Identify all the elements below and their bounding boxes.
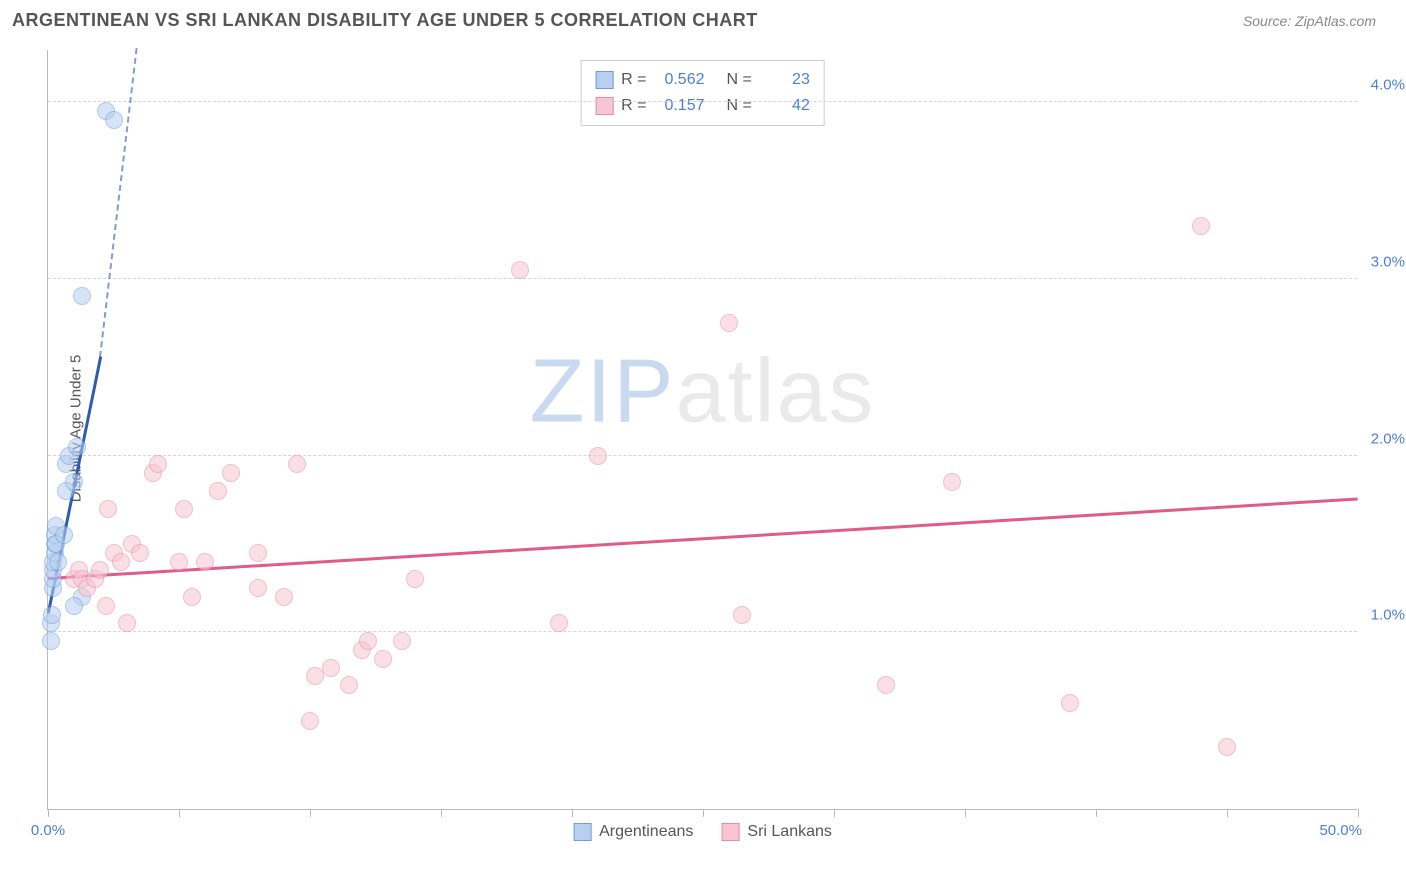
data-point — [322, 659, 340, 677]
legend-item: Argentineans — [573, 823, 693, 841]
x-tick — [441, 809, 442, 817]
data-point — [149, 455, 167, 473]
legend-item: Sri Lankans — [721, 823, 832, 841]
data-point — [406, 570, 424, 588]
data-point — [49, 553, 67, 571]
data-point — [42, 632, 60, 650]
legend-row: R = 0.157 N = 42 — [595, 93, 810, 119]
data-point — [393, 632, 411, 650]
trend-line-dashed — [99, 48, 138, 358]
y-tick-label: 2.0% — [1371, 430, 1405, 447]
legend-swatch — [573, 823, 591, 841]
data-point — [196, 553, 214, 571]
x-tick — [1358, 809, 1359, 817]
legend-r-label: R = — [621, 93, 646, 119]
data-point — [1192, 217, 1210, 235]
data-point — [55, 526, 73, 544]
data-point — [91, 561, 109, 579]
data-point — [97, 597, 115, 615]
chart-header: ARGENTINEAN VS SRI LANKAN DISABILITY AGE… — [0, 0, 1406, 36]
data-point — [720, 314, 738, 332]
legend-n-value: 23 — [760, 67, 810, 93]
data-point — [99, 500, 117, 518]
data-point — [943, 473, 961, 491]
x-tick — [834, 809, 835, 817]
legend-r-label: R = — [621, 67, 646, 93]
legend-label: Argentineans — [599, 823, 693, 841]
data-point — [301, 712, 319, 730]
y-tick-label: 1.0% — [1371, 607, 1405, 624]
data-point — [105, 111, 123, 129]
data-point — [359, 632, 377, 650]
legend-n-label: N = — [727, 67, 752, 93]
series-legend: Argentineans Sri Lankans — [573, 823, 832, 841]
data-point — [209, 482, 227, 500]
plot-area: ZIPatlas R =0.562N =23R =0.157N =42 Arge… — [47, 50, 1357, 810]
gridline — [48, 101, 1357, 102]
chart-source: Source: ZipAtlas.com — [1243, 13, 1376, 29]
data-point — [112, 553, 130, 571]
gridline — [48, 455, 1357, 456]
x-tick — [1096, 809, 1097, 817]
trend-line — [48, 497, 1358, 579]
data-point — [131, 544, 149, 562]
data-point — [249, 544, 267, 562]
legend-r-value: 0.157 — [655, 93, 705, 119]
gridline — [48, 278, 1357, 279]
data-point — [43, 606, 61, 624]
data-point — [550, 614, 568, 632]
data-point — [73, 287, 91, 305]
chart-title: ARGENTINEAN VS SRI LANKAN DISABILITY AGE… — [12, 10, 758, 31]
data-point — [175, 500, 193, 518]
data-point — [65, 597, 83, 615]
legend-r-value: 0.562 — [655, 67, 705, 93]
data-point — [1061, 694, 1079, 712]
legend-n-label: N = — [727, 93, 752, 119]
watermark-zip: ZIP — [529, 341, 675, 441]
data-point — [733, 606, 751, 624]
x-tick — [179, 809, 180, 817]
legend-swatch — [595, 71, 613, 89]
watermark: ZIPatlas — [529, 340, 875, 443]
y-tick-label: 4.0% — [1371, 77, 1405, 94]
legend-swatch — [595, 97, 613, 115]
data-point — [340, 676, 358, 694]
data-point — [275, 588, 293, 606]
gridline — [48, 631, 1357, 632]
x-tick — [1227, 809, 1228, 817]
chart-container: Disability Age Under 5 ZIPatlas R =0.562… — [12, 40, 1392, 880]
x-tick — [703, 809, 704, 817]
legend-label: Sri Lankans — [747, 823, 832, 841]
legend-n-value: 42 — [760, 93, 810, 119]
x-tick — [965, 809, 966, 817]
data-point — [68, 438, 86, 456]
watermark-atlas: atlas — [675, 341, 875, 441]
data-point — [374, 650, 392, 668]
data-point — [589, 447, 607, 465]
x-tick — [310, 809, 311, 817]
data-point — [288, 455, 306, 473]
correlation-legend: R = 0.562 N = 23 R = 0.157 N = 42 — [580, 60, 825, 126]
legend-row: R = 0.562 N = 23 — [595, 67, 810, 93]
data-point — [183, 588, 201, 606]
data-point — [877, 676, 895, 694]
data-point — [170, 553, 188, 571]
x-tick — [572, 809, 573, 817]
data-point — [65, 473, 83, 491]
y-tick-label: 3.0% — [1371, 253, 1405, 270]
data-point — [511, 261, 529, 279]
data-point — [222, 464, 240, 482]
data-point — [1218, 738, 1236, 756]
x-tick — [48, 809, 49, 817]
legend-swatch — [721, 823, 739, 841]
data-point — [249, 579, 267, 597]
x-tick-label: 50.0% — [1319, 822, 1362, 839]
x-tick-label: 0.0% — [31, 822, 65, 839]
data-point — [118, 614, 136, 632]
